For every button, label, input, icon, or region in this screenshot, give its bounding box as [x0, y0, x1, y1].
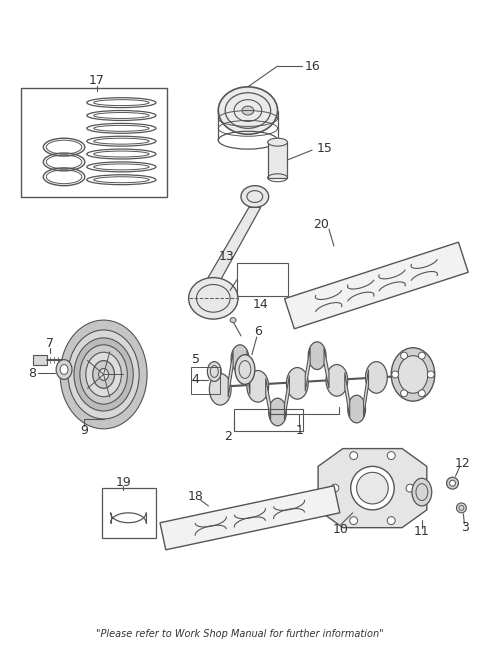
Text: 10: 10 — [333, 523, 349, 536]
Ellipse shape — [326, 365, 348, 396]
Ellipse shape — [269, 398, 287, 426]
Polygon shape — [305, 348, 310, 391]
Ellipse shape — [412, 478, 432, 506]
Circle shape — [450, 480, 456, 486]
Polygon shape — [160, 485, 340, 550]
Polygon shape — [206, 207, 261, 281]
Ellipse shape — [308, 342, 326, 369]
Circle shape — [419, 390, 425, 397]
Text: 4: 4 — [192, 373, 200, 386]
Ellipse shape — [241, 186, 269, 207]
Text: 16: 16 — [304, 60, 320, 73]
Polygon shape — [228, 351, 233, 397]
Circle shape — [419, 352, 425, 359]
Text: 3: 3 — [461, 521, 469, 534]
Text: 6: 6 — [254, 325, 262, 338]
Ellipse shape — [74, 338, 133, 411]
Circle shape — [406, 484, 414, 492]
Ellipse shape — [268, 138, 288, 146]
Polygon shape — [318, 449, 427, 527]
Bar — [191, 367, 220, 394]
Ellipse shape — [242, 106, 254, 115]
Circle shape — [350, 451, 358, 460]
Ellipse shape — [207, 361, 221, 381]
Text: 19: 19 — [116, 476, 131, 489]
Ellipse shape — [93, 361, 114, 388]
Polygon shape — [285, 242, 468, 329]
Circle shape — [387, 451, 395, 460]
Ellipse shape — [366, 361, 387, 393]
Circle shape — [427, 371, 434, 378]
Text: 20: 20 — [313, 218, 329, 231]
Text: 18: 18 — [188, 489, 204, 502]
Circle shape — [401, 352, 408, 359]
Ellipse shape — [235, 355, 255, 384]
Polygon shape — [266, 379, 271, 420]
Circle shape — [401, 390, 408, 397]
Bar — [268, 142, 288, 178]
Ellipse shape — [351, 466, 394, 510]
Ellipse shape — [231, 345, 249, 373]
Ellipse shape — [56, 359, 72, 379]
Circle shape — [456, 503, 467, 513]
Text: 1: 1 — [295, 424, 303, 438]
Ellipse shape — [398, 356, 428, 393]
Circle shape — [387, 517, 395, 525]
Polygon shape — [363, 369, 369, 417]
Text: 13: 13 — [218, 251, 234, 263]
Circle shape — [446, 478, 458, 489]
Bar — [234, 409, 303, 431]
Ellipse shape — [99, 369, 108, 380]
Ellipse shape — [287, 367, 308, 399]
Text: 7: 7 — [46, 337, 54, 350]
Ellipse shape — [348, 395, 366, 423]
Text: 17: 17 — [89, 74, 105, 87]
Text: 14: 14 — [253, 298, 269, 311]
Circle shape — [392, 371, 399, 378]
Bar — [102, 488, 156, 537]
Circle shape — [350, 517, 358, 525]
Text: 5: 5 — [192, 353, 200, 366]
Text: 9: 9 — [80, 424, 88, 438]
Polygon shape — [34, 355, 47, 365]
Ellipse shape — [60, 365, 68, 375]
Text: "Please refer to Work Shop Manual for further information": "Please refer to Work Shop Manual for fu… — [96, 629, 384, 640]
Text: 12: 12 — [455, 457, 470, 470]
Text: 2: 2 — [224, 430, 232, 443]
Ellipse shape — [230, 318, 236, 323]
Ellipse shape — [391, 348, 435, 401]
Circle shape — [331, 484, 339, 492]
Text: 15: 15 — [317, 142, 333, 155]
Bar — [237, 263, 288, 297]
Polygon shape — [247, 351, 250, 394]
Ellipse shape — [218, 87, 277, 134]
Ellipse shape — [247, 371, 269, 402]
Ellipse shape — [80, 345, 127, 404]
Bar — [21, 88, 167, 197]
Ellipse shape — [189, 277, 238, 319]
Ellipse shape — [60, 320, 147, 429]
Polygon shape — [324, 348, 329, 388]
Ellipse shape — [86, 352, 121, 397]
Polygon shape — [285, 375, 289, 420]
Ellipse shape — [68, 330, 139, 419]
Text: 8: 8 — [28, 367, 36, 380]
Ellipse shape — [209, 373, 231, 405]
Text: 11: 11 — [414, 525, 430, 538]
Ellipse shape — [357, 472, 388, 504]
Polygon shape — [345, 373, 350, 417]
